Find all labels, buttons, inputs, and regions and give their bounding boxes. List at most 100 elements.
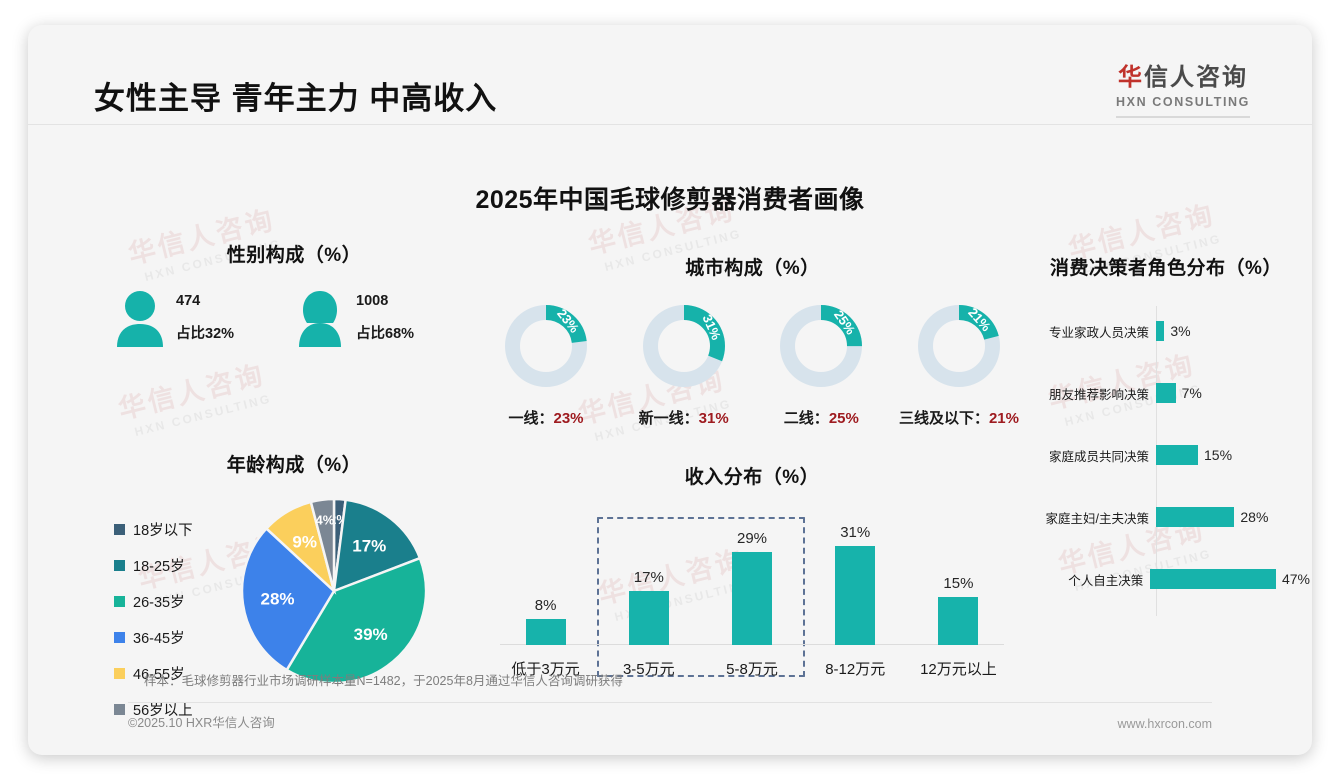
age-pie-chart: 2% 17% 39% 28% 9% 4% <box>234 491 434 735</box>
city-donut-label: 三线及以下：21% <box>893 407 1025 428</box>
decision-bar <box>1150 569 1276 589</box>
watermark-cn: 华信人咨询 <box>115 359 269 425</box>
pie-slice <box>240 526 336 672</box>
age-legend-item: 56岁以上 <box>114 699 234 720</box>
decision-bar <box>1156 383 1176 403</box>
gender-male-count: 474 <box>176 292 201 309</box>
income-category-label: 8-12万元 <box>825 661 886 678</box>
female-silhouette-icon <box>299 291 341 347</box>
decision-bar-value: 15% <box>1204 447 1233 463</box>
decision-bar-value: 28% <box>1240 509 1269 525</box>
gender-item-male: 474 占比32% <box>114 289 294 347</box>
city-donut-1: 23% 一线：23% <box>480 296 612 428</box>
city-name: 新一线 <box>638 410 684 427</box>
income-category-label: 12万元以上 <box>920 661 997 678</box>
decision-category-label: 家庭主妇/主夫决策 <box>1045 511 1149 526</box>
age-section-title: 年龄构成（%） <box>226 455 362 476</box>
pie-slice-label: 4% <box>316 512 335 527</box>
income-category-label: 3-5万元 <box>622 661 675 678</box>
city-value: 31% <box>698 410 729 427</box>
decision-bar-row: 家庭成员共同决策 15% <box>1022 442 1310 468</box>
income-bar-column: 31% <box>804 503 907 645</box>
male-silhouette-icon <box>117 291 163 347</box>
income-bar-value: 17% <box>633 568 664 586</box>
city-name: 三线及以下 <box>898 410 974 427</box>
footer-divider <box>128 702 1212 703</box>
income-category-label: 低于3万元 <box>511 661 580 678</box>
age-legend-swatch <box>114 560 125 571</box>
age-legend-item: 46-55岁 <box>114 663 234 684</box>
age-legend-swatch <box>114 524 125 535</box>
city-separator: ： <box>683 410 699 427</box>
gender-items: 474 占比32% 1008 占比68% <box>114 289 474 347</box>
decision-category-label: 家庭成员共同决策 <box>1048 449 1149 464</box>
pie-slice-label: 28% <box>261 590 295 609</box>
age-composition-section: 年龄构成（%） 18岁以下 18-25岁 26-35岁 36-45岁 46-55岁 56岁… <box>114 450 474 735</box>
pie-slice <box>309 497 336 592</box>
decision-bar-value: 3% <box>1170 323 1191 339</box>
income-bar-column: 29% <box>700 503 803 645</box>
income-highlight-box <box>597 517 805 677</box>
decision-category-label: 朋友推荐影响决策 <box>1048 387 1149 402</box>
city-separator: ： <box>973 410 989 427</box>
city-section-title: 城市构成（%） <box>685 258 820 279</box>
city-donut-label: 二线：25% <box>755 407 887 428</box>
age-legend-label: 18岁以下 <box>133 523 193 539</box>
age-legend-label: 56岁以上 <box>133 703 193 719</box>
city-value: 21% <box>988 410 1019 427</box>
age-legend-swatch <box>114 704 125 715</box>
city-name: 二线 <box>783 410 814 427</box>
decision-bar-value: 47% <box>1281 571 1310 587</box>
brand-logo: 华信人咨询 HXN CONSULTING <box>1116 57 1250 118</box>
age-legend-label: 46-55岁 <box>133 667 185 683</box>
pie-slice-label: 39% <box>354 625 388 644</box>
age-legend-item: 18-25岁 <box>114 555 234 576</box>
page-title: 女性主导 青年主力 中高收入 <box>94 81 498 116</box>
income-category-label: 5-8万元 <box>726 661 778 678</box>
income-bar-column: 17% <box>597 503 700 645</box>
gender-section-title: 性别构成（%） <box>226 245 362 266</box>
decision-section-title: 消费决策者角色分布（%） <box>1050 258 1282 279</box>
income-distribution-section: 收入分布（%） 8% 17% 29% 31% 15% 低于3万元 3-5万元 5-8万元 8-… <box>494 462 1010 681</box>
decision-bar-row: 朋友推荐影响决策 7% <box>1022 380 1310 406</box>
city-donut-3: 25% 二线：25% <box>755 296 887 428</box>
decision-bar <box>1156 321 1165 341</box>
age-legend-swatch <box>114 632 125 643</box>
decision-category-label: 专业家政人员决策 <box>1048 325 1149 340</box>
donut-chart-icon: 25% <box>780 305 863 387</box>
age-legend-label: 18-25岁 <box>133 559 185 575</box>
city-value: 25% <box>828 410 859 427</box>
watermark: 华信人咨询 HXN CONSULTING <box>114 353 273 442</box>
age-chart-body: 18岁以下 18-25岁 26-35岁 36-45岁 46-55岁 56岁以上 2% 17%… <box>114 491 474 735</box>
gender-female-share: 占比68% <box>356 325 415 342</box>
gender-item-female: 1008 占比68% <box>294 289 474 347</box>
city-donut-group: 23% 一线：23% 31% 新一线：31% 25% 二线：25% 21% 三线及以下：21% <box>480 296 1025 428</box>
city-separator: ： <box>538 410 554 427</box>
income-bar-value: 29% <box>736 530 768 548</box>
age-legend: 18岁以下 18-25岁 26-35岁 36-45岁 46-55岁 56岁以上 <box>114 491 234 735</box>
city-separator: ： <box>813 410 829 427</box>
income-bar-value: 15% <box>943 575 974 592</box>
city-donut-4: 21% 三线及以下：21% <box>893 296 1025 428</box>
decision-category-label: 个人自主决策 <box>1068 573 1144 588</box>
income-bar <box>525 619 566 645</box>
chart-main-title: 2025年中国毛球修剪器消费者画像 <box>475 186 865 214</box>
logo-english: HXN CONSULTING <box>1116 95 1250 109</box>
income-category-labels: 低于3万元 3-5万元 5-8万元 8-12万元 12万元以上 <box>494 658 1010 679</box>
donut-chart-icon: 23% <box>505 305 587 387</box>
logo-rest-chars: 信人咨询 <box>1144 64 1248 91</box>
income-bars: 8% 17% 29% 31% 15% <box>494 503 1010 645</box>
income-bar <box>835 545 876 645</box>
age-legend-item: 18岁以下 <box>114 519 234 540</box>
header: 女性主导 青年主力 中高收入 华信人咨询 HXN CONSULTING <box>28 25 1312 125</box>
age-legend-item: 36-45岁 <box>114 627 234 648</box>
logo-first-char: 华 <box>1118 64 1144 91</box>
website-url[interactable]: www.hxrcon.com <box>1117 717 1212 731</box>
age-legend-swatch <box>114 668 125 679</box>
income-bar-column: 15% <box>907 503 1010 645</box>
income-bar-value: 31% <box>840 523 871 541</box>
income-section-title: 收入分布（%） <box>684 467 820 488</box>
logo-chinese: 华信人咨询 <box>1116 57 1250 92</box>
decision-bar <box>1156 445 1198 465</box>
age-legend-swatch <box>114 596 125 607</box>
